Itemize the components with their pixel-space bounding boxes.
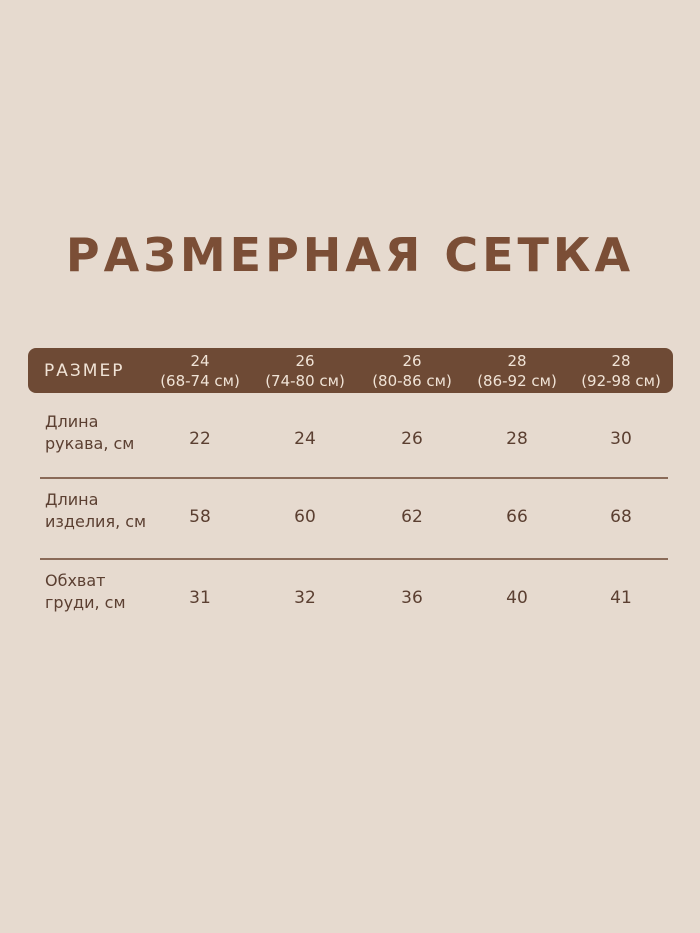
size-value: 26	[295, 352, 315, 370]
size-value: 24	[190, 352, 210, 370]
table-cell: 28	[506, 429, 528, 449]
size-column-header: 28 (86-92 см)	[462, 351, 572, 391]
table-cell: 62	[401, 507, 423, 527]
row-label: Длина изделия, см	[45, 489, 146, 533]
table-cell: 41	[610, 588, 632, 608]
table-cell: 66	[506, 507, 528, 527]
size-column-header: 24 (68-74 см)	[145, 351, 255, 391]
size-range: (80-86 см)	[372, 372, 452, 390]
size-range: (68-74 см)	[160, 372, 240, 390]
table-cell: 60	[294, 507, 316, 527]
row-divider	[40, 477, 668, 479]
size-value: 28	[507, 352, 527, 370]
table-cell: 26	[401, 429, 423, 449]
size-value: 26	[402, 352, 422, 370]
row-divider	[40, 558, 668, 560]
size-header-label: РАЗМЕР	[44, 361, 125, 381]
size-value: 28	[611, 352, 631, 370]
table-cell: 31	[189, 588, 211, 608]
table-cell: 68	[610, 507, 632, 527]
size-column-header: 26 (80-86 см)	[357, 351, 467, 391]
row-label-line: Длина	[45, 490, 99, 509]
size-column-header: 28 (92-98 см)	[566, 351, 676, 391]
table-cell: 24	[294, 429, 316, 449]
row-label-line: Длина	[45, 412, 99, 431]
table-cell: 40	[506, 588, 528, 608]
row-label-line: изделия, см	[45, 512, 147, 531]
row-label-line: груди, см	[45, 593, 126, 612]
size-column-header: 26 (74-80 см)	[250, 351, 360, 391]
size-range: (74-80 см)	[265, 372, 345, 390]
row-label: Обхват груди, см	[45, 570, 126, 614]
table-cell: 58	[189, 507, 211, 527]
table-cell: 30	[610, 429, 632, 449]
size-range: (86-92 см)	[477, 372, 557, 390]
row-label: Длина рукава, см	[45, 411, 134, 455]
size-range: (92-98 см)	[581, 372, 661, 390]
table-cell: 36	[401, 588, 423, 608]
table-cell: 22	[189, 429, 211, 449]
row-label-line: рукава, см	[45, 434, 135, 453]
row-label-line: Обхват	[45, 571, 106, 590]
table-header: РАЗМЕР 24 (68-74 см) 26 (74-80 см) 26 (80-8…	[28, 348, 673, 393]
page-title: РАЗМЕРНАЯ СЕТКА	[65, 228, 635, 282]
table-cell: 32	[294, 588, 316, 608]
